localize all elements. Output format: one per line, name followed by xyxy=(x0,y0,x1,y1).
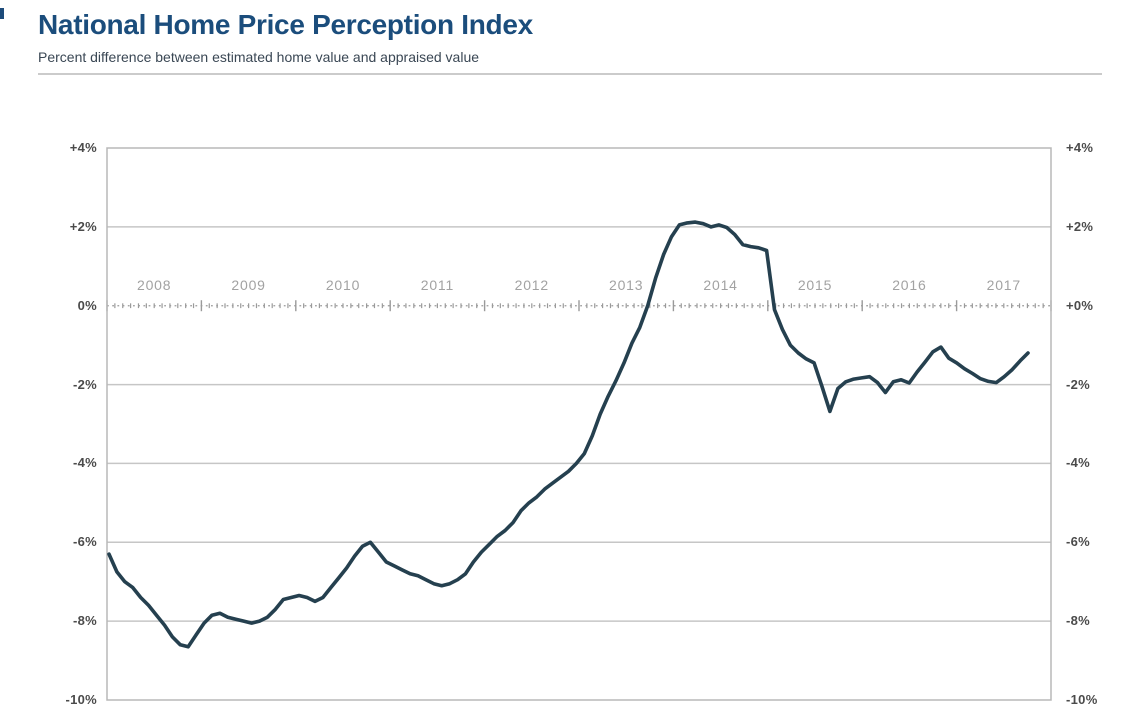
y-axis-label-right: +4% xyxy=(1066,140,1094,155)
y-axis-label-right: -8% xyxy=(1066,613,1091,629)
x-axis-year-label: 2013 xyxy=(609,277,644,293)
y-axis-label-right: -2% xyxy=(1066,376,1091,392)
y-axis-label-right: +0% xyxy=(1066,297,1094,313)
price-perception-line xyxy=(107,220,1030,649)
x-axis-year-label: 2014 xyxy=(703,277,738,293)
plot-border xyxy=(106,147,1052,701)
x-axis-year-label: 2010 xyxy=(325,277,361,293)
x-axis-year-label: 2015 xyxy=(797,277,833,293)
edge-artifact-mark xyxy=(0,8,4,19)
y-axis-label-left: -8% xyxy=(72,613,97,629)
y-axis-label-left: +4% xyxy=(69,140,97,155)
y-axis-label-left: +2% xyxy=(69,218,97,234)
header-divider xyxy=(38,73,1102,75)
page-subtitle: Percent difference between estimated hom… xyxy=(38,49,480,65)
y-axis-label-left: -4% xyxy=(72,455,97,471)
x-axis-year-label: 2012 xyxy=(514,277,549,293)
x-axis-year-label: 2016 xyxy=(892,277,927,293)
y-axis-label-left: -6% xyxy=(72,534,97,550)
x-axis-year-label: 2017 xyxy=(986,277,1021,293)
x-axis-year-label: 2009 xyxy=(231,277,266,293)
y-axis-label-right: -4% xyxy=(1066,455,1091,471)
x-axis-year-label: 2008 xyxy=(137,277,172,293)
y-axis-label-left: -10% xyxy=(65,692,97,707)
y-axis-label-left: -2% xyxy=(72,376,97,392)
y-axis-label-right: -6% xyxy=(1066,534,1091,550)
y-axis-label-right: -10% xyxy=(1066,692,1098,707)
x-axis-year-label: 2011 xyxy=(420,277,455,293)
page-title: National Home Price Perception Index xyxy=(38,9,533,40)
y-axis-label-right: +2% xyxy=(1066,218,1094,234)
y-axis-label-left: 0% xyxy=(77,297,97,313)
